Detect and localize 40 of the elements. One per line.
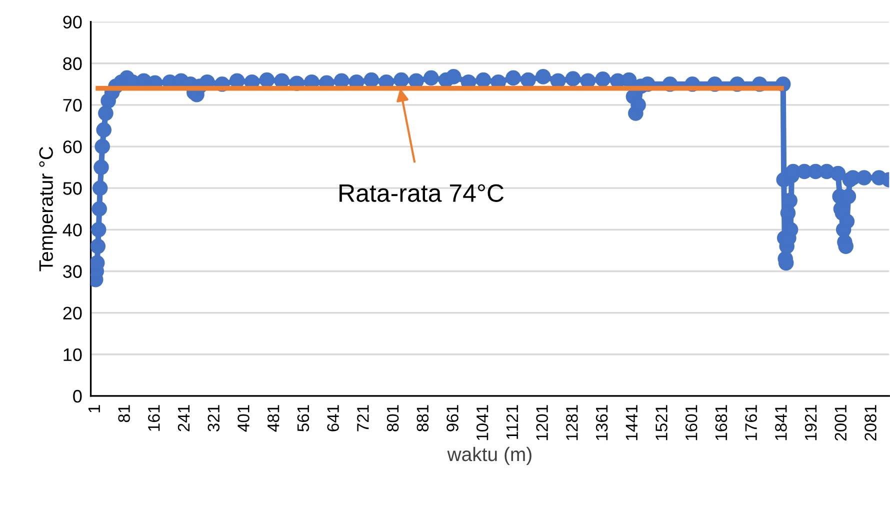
x-tick-label: 1841 [775,405,787,440]
x-tick-label: 1761 [745,405,757,440]
x-tick-label: 1441 [626,405,638,440]
x-tick-label: 721 [357,405,369,432]
x-tick-label: 81 [118,405,130,422]
x-tick-label: 1361 [596,405,608,440]
x-tick-label: 1601 [685,405,698,440]
y-tick-label: 90 [63,16,82,29]
y-tick-label: 50 [63,182,82,195]
x-tick-label: 2001 [834,405,847,441]
y-tick-label: 30 [63,265,82,278]
y-tick-label: 10 [64,348,82,362]
x-tick-label: 881 [416,405,429,432]
x-tick-label: 1521 [656,405,668,440]
x-tick-label: 161 [148,405,160,431]
x-tick-label: 961 [446,405,458,432]
x-tick-label: 1201 [536,405,548,440]
annotation: Rata-rata 74°C [340,184,504,202]
y-tick-label: 0 [73,390,82,403]
x-axis-title: waktu (m) [447,446,532,466]
x-tick-label: 2081 [864,405,876,441]
x-tick-label: 1681 [715,405,728,440]
x-tick-label: 321 [208,405,220,432]
x-tick-label: 641 [327,405,339,432]
y-tick-label: 20 [63,306,82,320]
x-tick-label: 1281 [566,405,578,440]
y-tick-label: 80 [63,57,82,70]
x-tick-label: 561 [297,405,310,432]
x-tick-label: 241 [178,405,190,432]
x-tick-label: 1921 [804,405,817,440]
y-axis-title: Temperatur °C [39,146,57,272]
x-tick-label: 1121 [506,405,518,439]
x-tick-label: 801 [386,405,399,432]
y-tick-label: 70 [63,98,82,112]
x-tick-label: 481 [267,405,280,432]
x-tick-label: 1041 [476,405,488,440]
x-tick-label: 1 [88,405,100,412]
y-tick-label: 60 [63,140,82,154]
x-tick-label: 401 [238,405,250,432]
y-tick-label: 40 [62,224,82,236]
